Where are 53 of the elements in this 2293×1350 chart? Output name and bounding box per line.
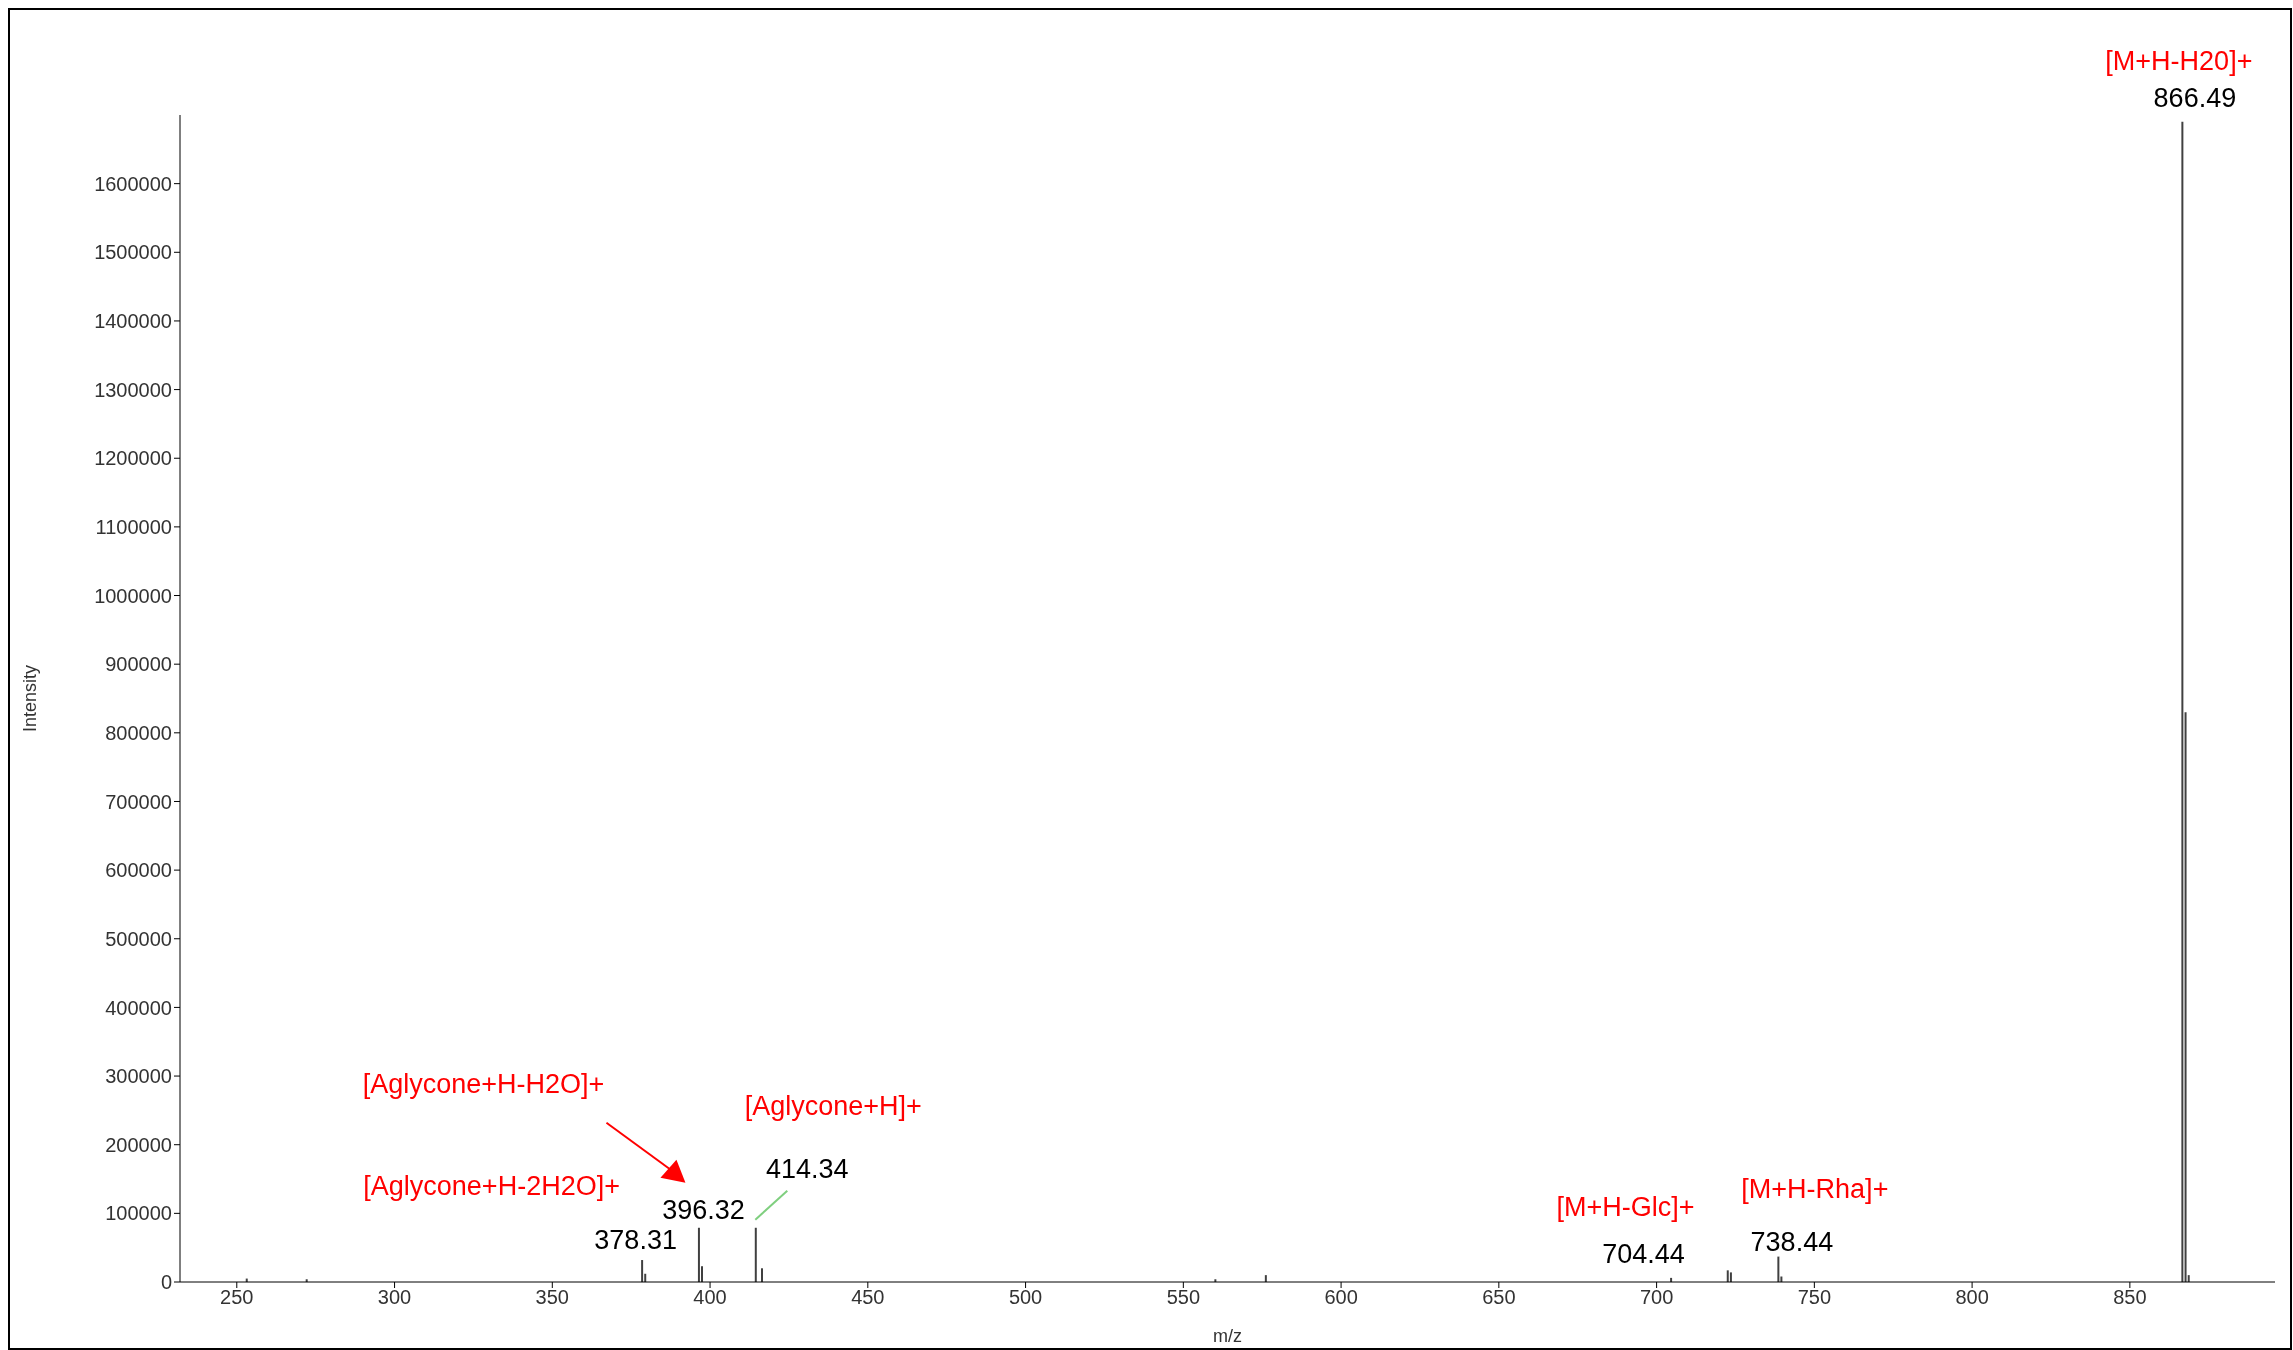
y-tick-label: 200000: [105, 1133, 172, 1156]
y-tick-label: 0: [160, 1271, 172, 1294]
y-tick-label: 1100000: [95, 515, 172, 538]
x-tick-label: 350: [535, 1286, 569, 1309]
annotation: [M+H-Glc]+: [1556, 1192, 1695, 1223]
x-tick-label: 400: [693, 1286, 727, 1309]
x-tick-label: 750: [1797, 1286, 1832, 1309]
annotation: 396.32: [662, 1194, 745, 1225]
x-tick-label: 300: [377, 1286, 412, 1309]
bar: [1726, 1270, 1729, 1282]
annotation: [Aglycone+H-H2O]+: [362, 1068, 605, 1099]
x-tick-label: 250: [220, 1286, 254, 1309]
y-tick-label: 900000: [105, 653, 172, 676]
y-tick-label: 1400000: [94, 310, 172, 333]
y-tick-label: 1600000: [94, 172, 172, 195]
y-tick-label: 1200000: [94, 447, 172, 470]
y-tick-label: 400000: [105, 996, 172, 1019]
bar: [697, 1227, 700, 1282]
annotation: 866.49: [2153, 82, 2237, 113]
y-tick-label: 500000: [105, 927, 172, 950]
y-tick-label: 1000000: [94, 584, 172, 607]
y-tick-label: 1300000: [94, 378, 172, 401]
annotation: [M+H-Rha]+: [1741, 1173, 1889, 1204]
y-tick-label: 300000: [105, 1065, 172, 1088]
y-tick-label: 800000: [105, 721, 172, 744]
y-tick-label: 700000: [105, 790, 172, 813]
bar: [2181, 121, 2184, 1282]
x-tick-label: 850: [2113, 1286, 2147, 1309]
annotation: 704.44: [1602, 1239, 1685, 1270]
x-tick-label: 650: [1482, 1286, 1516, 1309]
annotation: [M+H-H20]+: [2105, 45, 2253, 76]
annotation: [Aglycone+H]+: [744, 1090, 922, 1121]
bar: [754, 1227, 757, 1282]
x-tick-label: 450: [851, 1286, 885, 1309]
annotation: [Aglycone+H-2H2O]+: [363, 1171, 620, 1202]
y-tick-label: 1500000: [94, 241, 172, 264]
x-tick-label: 550: [1166, 1286, 1201, 1309]
y-axis-title: Intensity: [20, 664, 41, 733]
annotation: 414.34: [766, 1153, 849, 1184]
x-tick-label: 600: [1324, 1286, 1358, 1309]
x-tick-label: 700: [1639, 1286, 1674, 1309]
x-tick-label: 800: [1955, 1286, 1989, 1309]
bar: [2184, 712, 2187, 1282]
bar: [1777, 1256, 1780, 1282]
bar: [641, 1260, 644, 1282]
bar: [760, 1268, 763, 1282]
annotation: 738.44: [1750, 1226, 1834, 1257]
x-axis-title: m/z: [1213, 1326, 1242, 1346]
annotation: 378.31: [594, 1225, 677, 1256]
x-tick-label: 500: [1008, 1286, 1043, 1309]
bar: [1729, 1272, 1732, 1282]
y-tick-label: 600000: [105, 859, 172, 882]
y-tick-label: 100000: [105, 1202, 172, 1225]
